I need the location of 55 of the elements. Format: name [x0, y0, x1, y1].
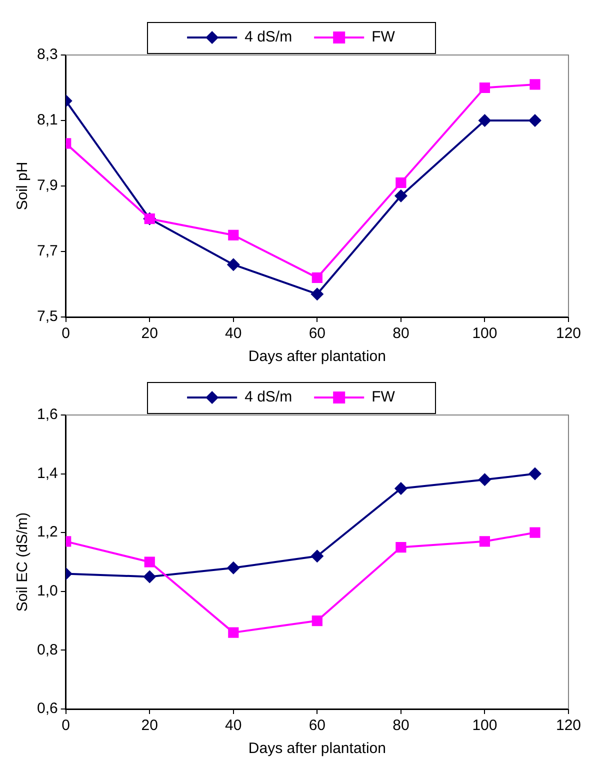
- legend-label: 4 dS/m: [244, 388, 292, 406]
- point: [226, 258, 240, 272]
- point: [144, 556, 155, 568]
- point: [394, 189, 408, 202]
- point: [479, 82, 490, 94]
- point: [478, 473, 492, 486]
- point: [310, 288, 324, 301]
- y-tick-label: 1,6: [36, 406, 58, 424]
- x-tick-label: 0: [62, 325, 70, 342]
- y-tick-label: 8,1: [36, 112, 58, 129]
- point: [396, 177, 406, 188]
- point: [528, 467, 542, 480]
- legend-label: 4 dS/m: [244, 28, 292, 46]
- point: [530, 79, 540, 90]
- y-tick-label: 1,4: [36, 464, 58, 482]
- point: [312, 615, 322, 626]
- y-tick-label: 7,9: [36, 177, 58, 194]
- point: [394, 482, 408, 495]
- x-tick-label: 20: [141, 325, 158, 342]
- y-tick-label: 8,3: [36, 46, 58, 64]
- point: [228, 627, 239, 638]
- x-tick-label: 40: [225, 325, 242, 342]
- y-tick-label: 7,5: [36, 308, 58, 326]
- point: [396, 542, 406, 553]
- x-tick-label: 100: [472, 717, 498, 734]
- x-tick-label: 60: [308, 325, 326, 342]
- legend-label: FW: [372, 28, 396, 46]
- y-tick-label: 0,6: [36, 700, 58, 718]
- x-tick-label: 120: [556, 717, 581, 734]
- x-tick-label: 0: [62, 717, 70, 734]
- x-tick-label: 60: [308, 717, 326, 734]
- x-tick-label: 40: [225, 717, 242, 734]
- y-tick-label: 7,7: [36, 242, 58, 260]
- point: [479, 536, 490, 547]
- point: [226, 561, 240, 574]
- y-tick-label: 1,2: [36, 524, 58, 541]
- point: [312, 272, 322, 284]
- point: [310, 550, 324, 563]
- y-axis-title: Soil pH: [14, 162, 32, 210]
- x-tick-label: 120: [556, 325, 581, 342]
- x-tick-label: 80: [392, 717, 410, 734]
- x-tick-label: 80: [392, 325, 410, 342]
- point: [530, 527, 540, 538]
- legend-label: FW: [372, 388, 396, 406]
- x-axis-title: Days after plantation: [248, 740, 386, 758]
- x-tick-label: 100: [472, 325, 498, 342]
- y-tick-label: 1,0: [36, 582, 58, 600]
- point: [528, 114, 542, 127]
- point: [143, 570, 156, 584]
- x-axis-title: Days after plantation: [248, 348, 386, 366]
- x-tick-label: 20: [141, 717, 158, 734]
- y-tick-label: 0,8: [36, 641, 58, 658]
- y-axis-title: Soil EC (dS/m): [14, 512, 32, 612]
- point: [478, 114, 492, 127]
- point: [228, 230, 239, 240]
